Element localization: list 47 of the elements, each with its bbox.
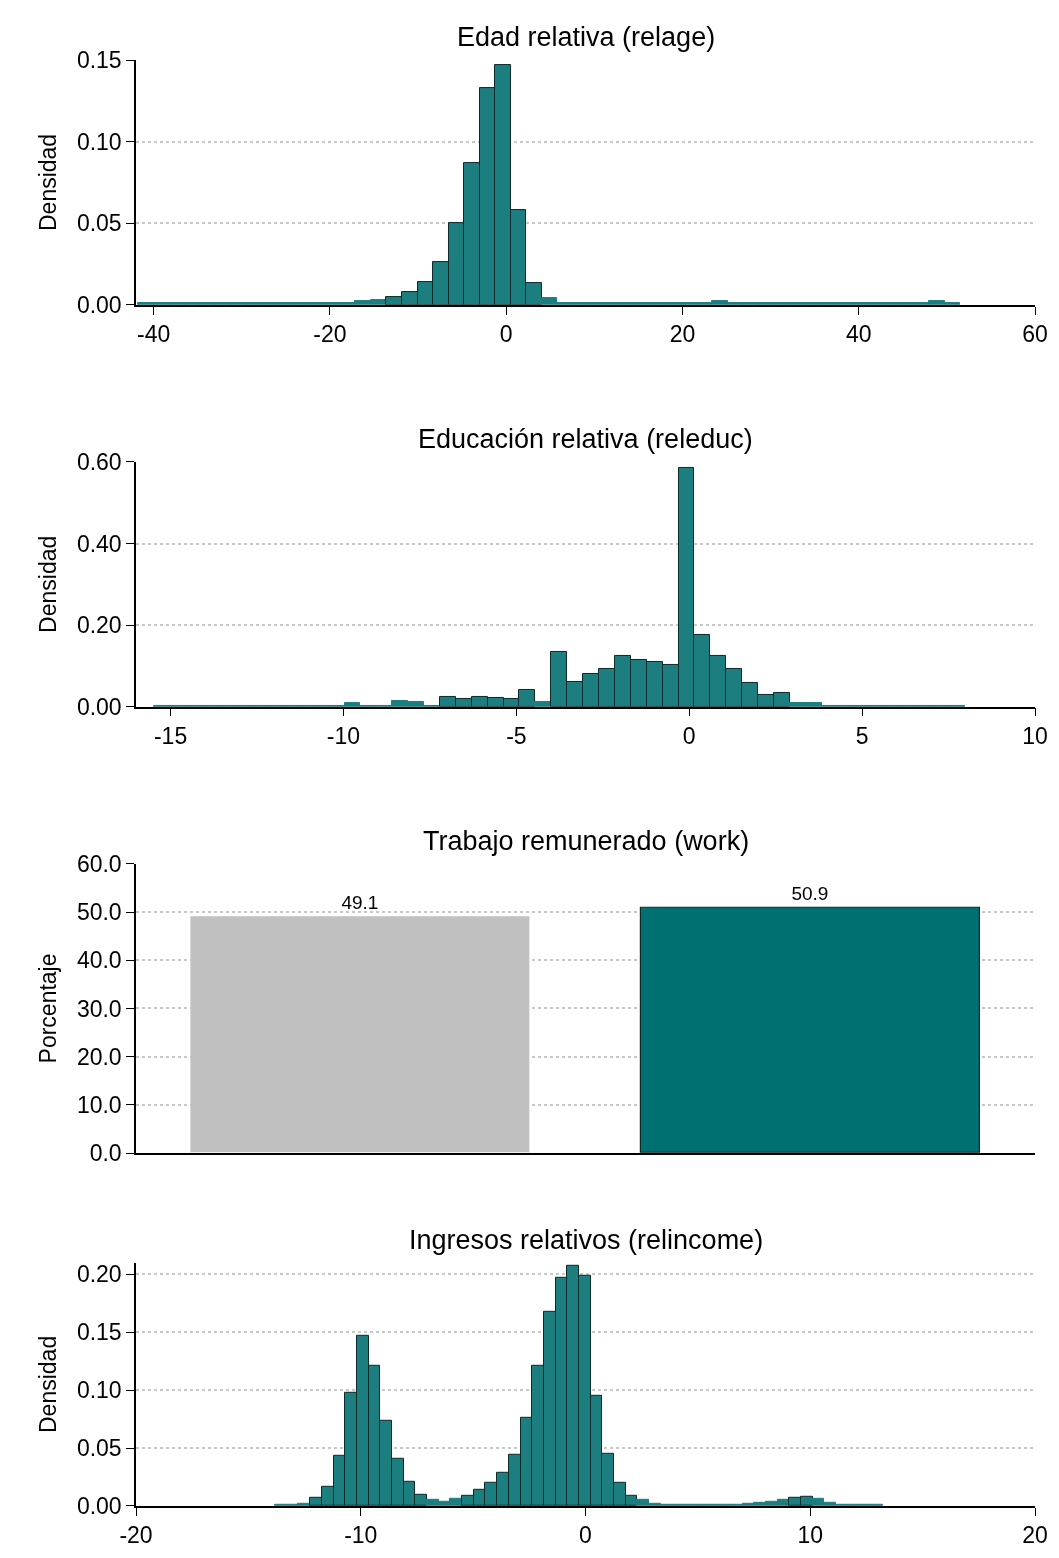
x-tick-label: -20 — [119, 1522, 153, 1549]
x-tick-label: 20 — [669, 321, 696, 348]
x-tick-label: 0 — [499, 321, 513, 348]
y-tick-label: 0.15 — [76, 47, 122, 74]
x-tick-label: 10 — [797, 1522, 824, 1549]
y-axis-title: Densidad — [34, 1335, 61, 1433]
x-tick-label: 40 — [845, 321, 872, 348]
y-tick-label: 0.10 — [76, 128, 122, 155]
y-tick-label: 60.0 — [76, 850, 122, 877]
y-tick-label: 0.05 — [76, 210, 122, 237]
y-tick-label: 20.0 — [76, 1043, 122, 1070]
x-tick-label: 0 — [682, 723, 696, 750]
y-tick-label: 0.0 — [89, 1140, 122, 1167]
y-tick-label: 0.60 — [76, 449, 122, 476]
chart-title: Ingresos relativos (relincome) — [409, 1225, 764, 1255]
chart-title: Educación relativa (releduc) — [418, 424, 753, 454]
y-tick-label: 0.00 — [76, 1493, 122, 1520]
y-tick-label: 0.20 — [76, 612, 122, 639]
chart-title: Trabajo remunerado (work) — [423, 826, 750, 856]
x-tick-label: 20 — [1022, 1522, 1048, 1549]
y-tick-label: 40.0 — [76, 947, 122, 974]
x-tick-label: -10 — [344, 1522, 378, 1549]
y-tick-label: 30.0 — [76, 995, 122, 1022]
x-tick-label: -20 — [313, 321, 347, 348]
y-tick-label: 0.15 — [76, 1319, 122, 1346]
data-label: 49.1 — [341, 892, 379, 914]
chart-title: Edad relativa (relage) — [457, 22, 716, 52]
y-tick-label: 0.05 — [76, 1435, 122, 1462]
y-axis-title: Densidad — [34, 133, 61, 232]
y-tick-label: 0.20 — [76, 1261, 122, 1288]
x-tick-label: -10 — [326, 723, 361, 750]
x-tick-label: 60 — [1022, 321, 1048, 348]
y-tick-label: 0.40 — [76, 530, 122, 557]
y-tick-label: 50.0 — [76, 899, 122, 926]
y-tick-label: 0.10 — [76, 1377, 122, 1404]
y-tick-label: 0.00 — [76, 693, 122, 720]
y-axis-title: Densidad — [34, 535, 61, 633]
y-tick-label: 10.0 — [76, 1091, 122, 1118]
x-tick-label: 0 — [579, 1522, 592, 1549]
x-tick-label: 5 — [855, 723, 869, 750]
x-tick-label: -15 — [153, 723, 188, 750]
x-tick-label: 10 — [1022, 723, 1048, 750]
y-axis-title: Porcentaje — [34, 953, 61, 1064]
data-label: 50.9 — [791, 883, 829, 905]
x-tick-label: -5 — [506, 723, 527, 750]
y-tick-label: 0.00 — [76, 291, 122, 318]
x-tick-label: -40 — [137, 321, 171, 348]
